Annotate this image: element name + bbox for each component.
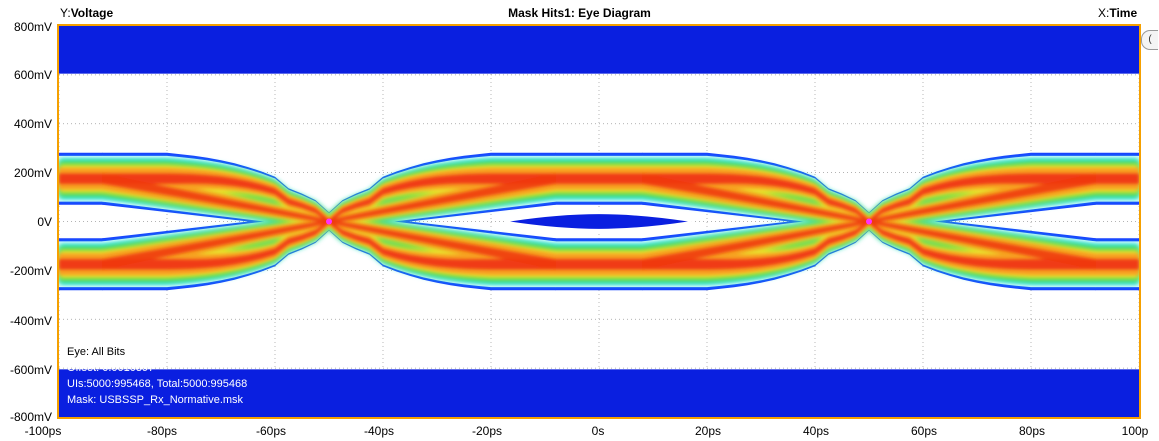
mask-center-region (510, 214, 688, 229)
y-tick-label: 0V (37, 215, 52, 229)
x-tick-label: -40ps (363, 424, 395, 438)
ui-count-readout: UIs:5000:995468, Total:5000:995468 (67, 378, 248, 390)
x-tick-label: 40ps (802, 424, 830, 438)
x-tick-label: -60ps (255, 424, 287, 438)
mask-lower-region (59, 369, 1139, 417)
x-tick-label: 100p (1121, 424, 1149, 438)
chart-title: Mask Hits1: Eye Diagram (508, 6, 651, 20)
y-tick-label: 200mV (13, 166, 52, 180)
y-tick-label: 600mV (13, 68, 52, 82)
crossing-markers (326, 218, 872, 225)
crossing-marker (326, 218, 332, 225)
y-tick-label: -600mV (9, 363, 52, 377)
side-panel-toggle[interactable]: ( (1141, 30, 1158, 50)
mask-file-readout: Mask: USBSSP_Rx_Normative.msk (67, 394, 244, 406)
x-tick-label: -80ps (146, 424, 178, 438)
y-axis-title: Y:Voltage (60, 6, 114, 20)
y-tick-label: 400mV (13, 117, 52, 131)
x-tick-label: -100ps (24, 424, 62, 438)
crossing-marker (866, 218, 872, 225)
offset-readout: Offset: 0.0010397 (67, 362, 155, 374)
mask-center (506, 210, 692, 233)
x-tick-label: -20ps (471, 424, 503, 438)
mask-upper (59, 26, 1139, 74)
x-tick-label: 80ps (1018, 424, 1046, 438)
x-tick-label: 20ps (694, 424, 722, 438)
eye-trace-band-low (59, 219, 1139, 270)
mask-upper-region (59, 26, 1139, 74)
eye-mode-label: Eye: All Bits (67, 346, 126, 358)
y-tick-label: -200mV (9, 264, 52, 278)
y-tick-label: -800mV (9, 410, 52, 424)
x-tick-label: 60ps (910, 424, 938, 438)
eye-diagram-canvas (59, 26, 1139, 417)
eye-trace-band-low (59, 215, 1139, 282)
y-tick-label: 800mV (13, 20, 52, 34)
x-tick-label: 0s (591, 424, 605, 438)
eye-diagram-plot[interactable]: Eye: All Bits Offset: 0.0010397 UIs:5000… (57, 24, 1141, 419)
x-axis-title: X:Time (1098, 6, 1138, 20)
eye-trace-band-high (59, 173, 1139, 224)
y-tick-label: -400mV (9, 314, 52, 328)
mask-lower (59, 369, 1139, 417)
eye-trace-band-high (59, 161, 1139, 228)
